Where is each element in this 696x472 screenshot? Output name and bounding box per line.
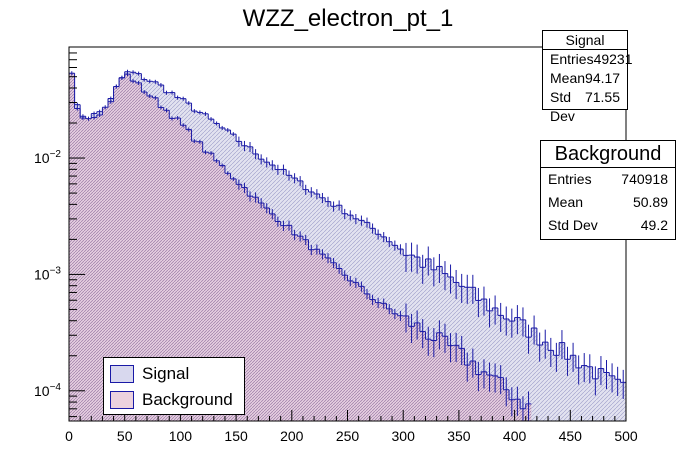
legend-label-signal: Signal [142,364,190,383]
x-tick-label: 150 [224,428,248,444]
legend: Signal Background [103,357,245,415]
y-tick-label: 10−3 [34,265,61,282]
stats-value: 71.55 [584,89,620,105]
legend-entry-signal: Signal [110,364,189,384]
x-tick-label: 500 [614,428,638,444]
stats-value: 49231 [593,51,633,67]
stats-value: 49.2 [640,217,668,233]
stats-label: Entries [550,51,594,67]
stats-label: Std Dev [548,217,598,233]
y-tick-label: 10−4 [34,382,61,399]
chart-title: WZZ_electron_pt_1 [243,5,454,32]
stats-label: Std Dev [550,89,575,124]
legend-label-background: Background [142,390,233,409]
legend-entry-background: Background [110,390,233,410]
x-tick-label: 250 [336,428,360,444]
series-fill-background [69,73,626,421]
x-tick-label: 0 [65,428,73,444]
y-tick-label: 10−2 [34,149,61,166]
stats-box-title: Background [541,141,675,168]
x-tick-label: 100 [169,428,193,444]
stats-label: Mean [548,194,584,210]
stats-value: 50.89 [632,194,668,210]
x-tick-label: 50 [117,428,133,444]
stats-box-signal: Signal Entries 49231 Mean 94.17 Std Dev … [542,30,633,124]
stats-value: 94.17 [585,70,621,86]
series-background [69,71,626,421]
x-tick-label: 300 [392,428,416,444]
stats-label: Mean [550,70,586,86]
x-tick-label: 350 [447,428,471,444]
legend-swatch-background [110,391,134,409]
x-tick-label: 400 [503,428,527,444]
x-tick-label: 450 [559,428,583,444]
stats-label: Entries [548,171,592,187]
x-tick-label: 200 [280,428,304,444]
stats-box-title: Signal [543,31,627,50]
legend-swatch-signal [110,365,134,383]
stats-box-background: Background Entries 740918 Mean 50.89 Std… [540,140,676,240]
stats-value: 740918 [621,171,668,187]
